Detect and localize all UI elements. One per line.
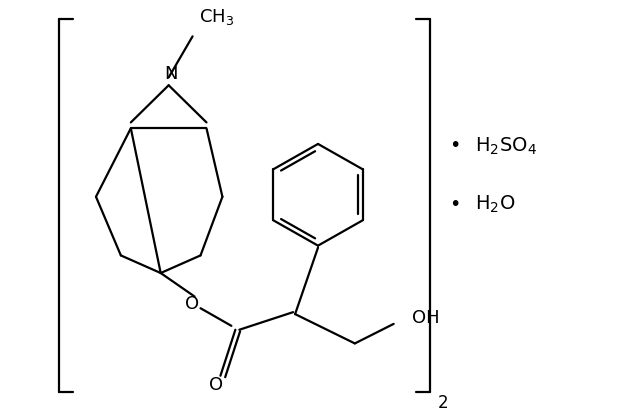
Text: H$_2$O: H$_2$O <box>476 194 516 215</box>
Text: N: N <box>164 65 177 83</box>
Text: OH: OH <box>412 309 439 327</box>
Text: O: O <box>209 377 223 394</box>
Text: •: • <box>449 195 461 214</box>
Text: 2: 2 <box>438 394 448 412</box>
Text: H$_2$SO$_4$: H$_2$SO$_4$ <box>476 135 537 156</box>
Text: O: O <box>186 295 200 313</box>
Text: CH$_3$: CH$_3$ <box>198 7 234 27</box>
Text: •: • <box>449 136 461 156</box>
